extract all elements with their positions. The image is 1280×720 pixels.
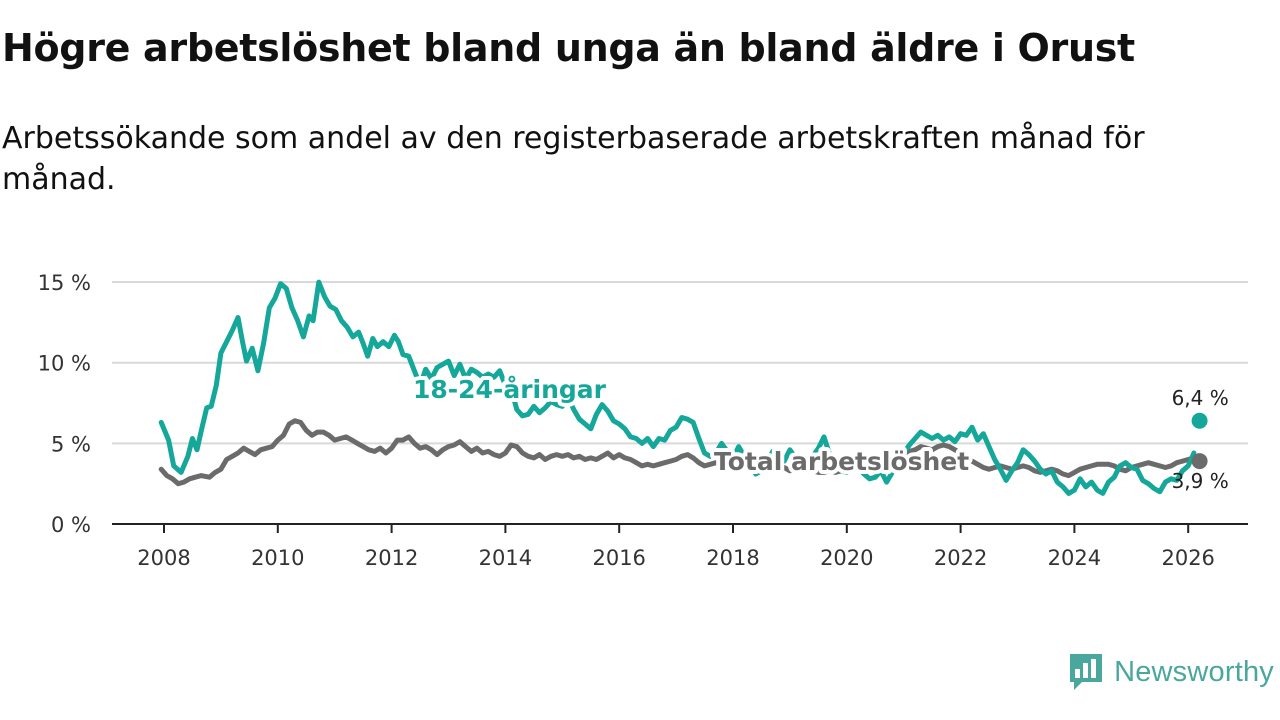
x-tick-label-2026: 2026	[1161, 546, 1214, 570]
chart-subtitle: Arbetssökande som andel av den registerb…	[2, 121, 1145, 197]
y-tick-label-0: 0 %	[51, 513, 91, 537]
chart-title: Högre arbetslöshet bland unga än bland ä…	[2, 26, 1135, 70]
x-tick-label-2022: 2022	[934, 546, 987, 570]
end-label-total: 3,9 %	[1172, 469, 1229, 493]
series-label-total: Total arbetslöshet	[714, 447, 969, 476]
y-tick-label-10: 10 %	[38, 352, 91, 376]
x-axis: 2008 2010 2012 2014 2016 2018 2020 2022 2024 2026	[112, 523, 1248, 570]
series-line-youth	[158, 279, 1197, 496]
x-tick-label-2018: 2018	[706, 546, 759, 570]
x-tick-label-2014: 2014	[479, 546, 532, 570]
series-group	[158, 279, 1208, 496]
x-tick-label-2012: 2012	[365, 546, 418, 570]
newsworthy-brand[interactable]: Newsworthy	[1068, 652, 1274, 692]
end-dot-youth	[1191, 412, 1208, 429]
y-axis-ticks: 0 % 5 % 10 % 15 %	[38, 271, 91, 537]
end-dot-total	[1191, 453, 1208, 470]
x-tick-label-2008: 2008	[137, 546, 190, 570]
y-tick-label-15: 15 %	[38, 271, 91, 295]
bar-chart-logo-icon	[1070, 654, 1103, 690]
brand-name: Newsworthy	[1114, 655, 1274, 688]
y-tick-label-5: 5 %	[51, 432, 91, 456]
x-tick-label-2016: 2016	[592, 546, 645, 570]
x-tick-label-2024: 2024	[1048, 546, 1101, 570]
x-tick-label-2010: 2010	[251, 546, 304, 570]
series-line-total	[158, 418, 1197, 487]
series-labels: 6,4 % 3,9 % 18-24-åringar Total arbetslöshe…	[409, 371, 1229, 493]
series-label-youth: 18-24-åringar	[413, 375, 607, 404]
grid-lines	[112, 281, 1248, 445]
x-tick-label-2020: 2020	[820, 546, 873, 570]
end-label-youth: 6,4 %	[1172, 386, 1229, 410]
